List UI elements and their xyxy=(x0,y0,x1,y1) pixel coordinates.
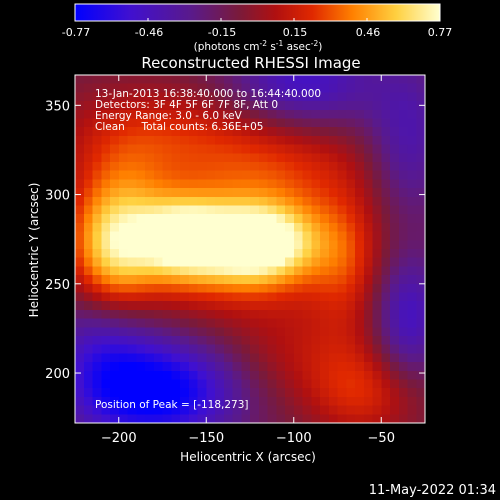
colorbar-ticks xyxy=(147,18,368,21)
x-tick-label: −50 xyxy=(368,431,395,446)
annotation-clean-counts: Clean Total counts: 6.36E+05 xyxy=(95,121,264,133)
colorbar-units: (photons cm-2 s-1 asec-2) xyxy=(194,39,323,53)
annotation-energy-range: Energy Range: 3.0 - 6.0 keV xyxy=(95,110,243,122)
colorbar-tick-label: -0.15 xyxy=(208,26,236,39)
x-tick-label: −200 xyxy=(101,431,137,446)
y-tick-label: 350 xyxy=(45,99,70,114)
y-tick-label: 250 xyxy=(45,278,70,293)
colorbar-tick-label: 0.15 xyxy=(283,26,308,39)
chart-title: Reconstructed RHESSI Image xyxy=(141,54,360,72)
footer-date: 11-May-2022 01:34 xyxy=(369,483,496,498)
colorbar-tick-label: 0.46 xyxy=(356,26,381,39)
plot-frame xyxy=(74,74,426,424)
y-tick-label: 300 xyxy=(45,189,70,204)
x-tick-label: −150 xyxy=(188,431,224,446)
peak-position-label: Position of Peak = [-118,273] xyxy=(95,399,249,411)
y-axis-label: Heliocentric Y (arcsec) xyxy=(27,183,41,318)
colorbar-tick-label: -0.46 xyxy=(135,26,163,39)
annotation-time-range: 13-Jan-2013 16:38:40.000 to 16:44:40.000 xyxy=(95,88,321,100)
colorbar xyxy=(74,3,441,22)
heatmap-image xyxy=(75,75,425,423)
x-tick-label: −100 xyxy=(276,431,312,446)
x-axis-label: Heliocentric X (arcsec) xyxy=(180,450,316,464)
axis-ticks xyxy=(75,75,425,423)
y-tick-label: 200 xyxy=(45,367,70,382)
annotation-detectors: Detectors: 3F 4F 5F 6F 7F 8F, Att 0 xyxy=(95,99,278,111)
colorbar-tick-label: -0.77 xyxy=(62,26,90,39)
colorbar-tick-label: 0.77 xyxy=(428,26,453,39)
